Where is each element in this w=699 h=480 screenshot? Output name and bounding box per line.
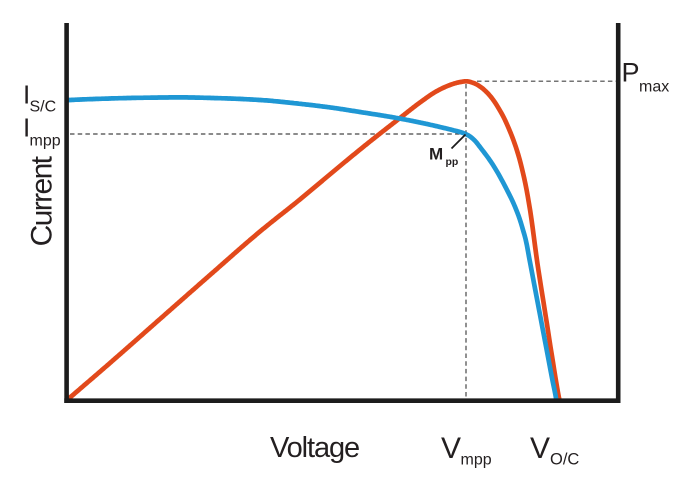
svg-text:mpp: mpp: [30, 133, 61, 150]
svg-text:max: max: [639, 79, 669, 96]
svg-text:S/C: S/C: [30, 99, 57, 116]
svg-text:P: P: [622, 58, 640, 88]
svg-text:Voltage: Voltage: [270, 432, 359, 464]
svg-text:V: V: [530, 432, 550, 465]
svg-text:O/C: O/C: [550, 451, 579, 469]
svg-text:pp: pp: [446, 156, 459, 168]
svg-text:Current: Current: [26, 155, 59, 246]
svg-text:M: M: [429, 145, 443, 164]
svg-text:mpp: mpp: [461, 452, 492, 469]
svg-text:I: I: [23, 80, 30, 110]
svg-text:V: V: [441, 432, 461, 465]
svg-text:I: I: [23, 113, 30, 143]
